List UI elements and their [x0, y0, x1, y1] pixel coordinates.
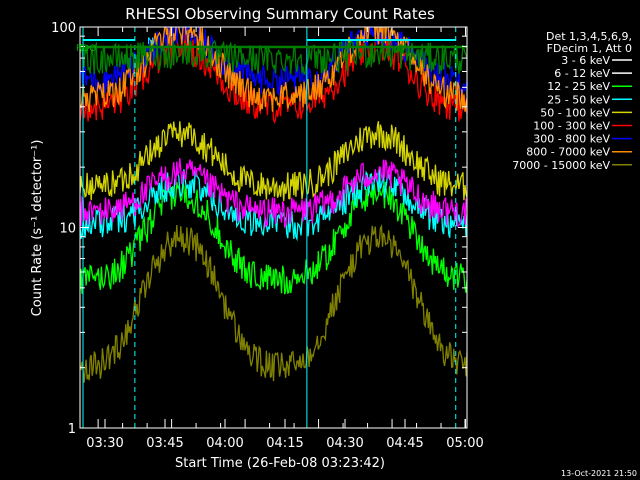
flag-rdo: RDO [76, 44, 96, 54]
legend-label: 3 - 6 keV [561, 54, 610, 67]
x-axis: 03:30 03:45 04:00 04:15 04:30 04:45 05:00 [86, 27, 484, 451]
legend-label: 100 - 300 keV [533, 120, 610, 133]
y-tick-label: 100 [51, 21, 76, 36]
x-tick-label: 03:45 [146, 436, 183, 451]
x-tick-label: 04:15 [266, 436, 303, 451]
x-tick-label: 04:30 [326, 436, 363, 451]
y-tick-label: 10 [59, 222, 76, 237]
legend-label: 12 - 25 keV [547, 80, 610, 93]
series-line-5 [80, 32, 467, 125]
x-tick-label: 04:00 [206, 436, 243, 451]
legend-label: 800 - 7000 keV [526, 146, 610, 159]
y-axis-label: Count Rate (s⁻¹ detector⁻¹) [30, 140, 45, 317]
series-line-4 [80, 121, 467, 202]
x-tick-label: 03:30 [86, 436, 123, 451]
series-line-8 [80, 223, 467, 383]
series-line-10 [80, 37, 467, 76]
legend-header-2: FDecim 1, Att 0 [547, 42, 632, 55]
legend: Det 1,3,4,5,6,9, FDecim 1, Att 0 3 - 6 k… [512, 30, 632, 172]
legend-label: 50 - 100 keV [540, 106, 610, 119]
legend-label: 7000 - 15000 keV [512, 159, 610, 172]
x-tick-label: 04:45 [386, 436, 423, 451]
x-tick-label: 05:00 [446, 436, 483, 451]
flag-n: N [147, 37, 154, 47]
series-line-2 [80, 180, 467, 295]
series-line-1 [80, 190, 467, 346]
series-line-9 [80, 158, 467, 229]
y-tick-label: 1 [68, 422, 76, 437]
legend-header-1: Det 1,3,4,5,6,9, [546, 30, 632, 43]
x-axis-label: Start Time (26-Feb-08 03:23:42) [175, 456, 385, 471]
footer-date: 13-Oct-2021 21:50 [561, 469, 637, 478]
legend-label: 300 - 800 keV [533, 133, 610, 146]
series-line-7 [80, 27, 467, 112]
chart-title: RHESSI Observing Summary Count Rates [125, 5, 435, 23]
y-axis: 1 10 100 [51, 21, 467, 437]
legend-label: 25 - 50 keV [547, 93, 610, 106]
legend-label: 6 - 12 keV [554, 67, 610, 80]
